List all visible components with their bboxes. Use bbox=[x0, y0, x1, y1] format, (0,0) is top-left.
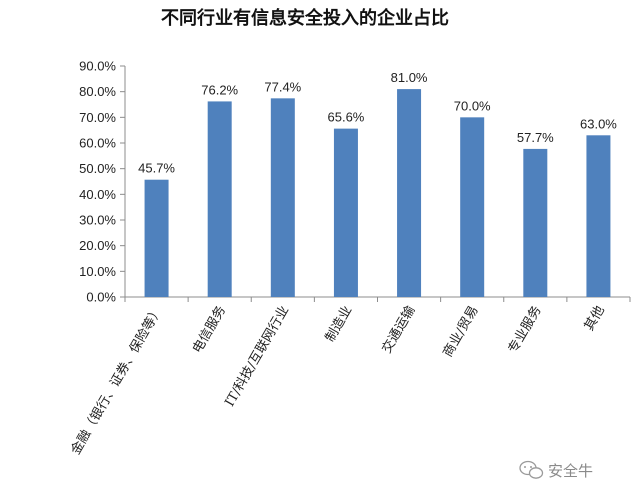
bar bbox=[397, 89, 422, 297]
watermark-text: 安全牛 bbox=[548, 462, 593, 480]
y-tick-label: 90.0% bbox=[79, 59, 116, 74]
y-axis-ticks: 0.0% 10.0% 20.0% 30.0% 40.0% 50.0% 60.0% 70.0% 8… bbox=[79, 59, 125, 305]
bar bbox=[586, 135, 611, 297]
category-label: 制造业 bbox=[323, 304, 355, 345]
bar-value-label: 45.7% bbox=[138, 161, 175, 176]
y-tick-label: 0.0% bbox=[86, 290, 116, 305]
bar bbox=[144, 179, 169, 297]
category-label: 其他 bbox=[582, 304, 608, 334]
watermark: 安全牛 bbox=[519, 460, 593, 480]
category-label: 专业服务 bbox=[505, 303, 545, 356]
bar-value-label: 76.2% bbox=[201, 82, 238, 97]
bar-value-label: 65.6% bbox=[328, 110, 365, 125]
y-tick-label: 40.0% bbox=[79, 187, 116, 202]
bar-value-label: 81.0% bbox=[391, 70, 428, 85]
chart-title: 不同行业有信息安全投入的企业占比 bbox=[161, 7, 449, 29]
bar-value-label: 77.4% bbox=[264, 79, 301, 94]
y-tick-label: 20.0% bbox=[79, 238, 116, 253]
bar-value-label: 57.7% bbox=[517, 130, 554, 145]
y-tick-label: 10.0% bbox=[79, 264, 116, 279]
category-label: 交通运输 bbox=[379, 303, 419, 356]
bar bbox=[523, 148, 548, 297]
bar-value-label: 70.0% bbox=[454, 98, 491, 113]
wechat-icon bbox=[519, 460, 544, 479]
y-tick-label: 70.0% bbox=[79, 110, 116, 125]
y-tick-label: 30.0% bbox=[79, 213, 116, 228]
bar bbox=[460, 117, 485, 297]
bar-value-label: 63.0% bbox=[580, 116, 617, 131]
category-label: 金融（银行、证券、保险等） bbox=[68, 303, 166, 457]
category-label: 商业/贸易 bbox=[440, 304, 481, 360]
y-tick-label: 80.0% bbox=[79, 84, 116, 99]
bars bbox=[144, 89, 611, 297]
category-label: IT/科技/互联网行业 bbox=[222, 304, 292, 410]
bar bbox=[333, 128, 358, 297]
bar bbox=[270, 98, 295, 297]
category-label: 电信服务 bbox=[189, 303, 229, 356]
y-tick-label: 50.0% bbox=[79, 161, 116, 176]
y-tick-label: 60.0% bbox=[79, 136, 116, 151]
bar bbox=[207, 101, 232, 297]
axes bbox=[124, 66, 631, 302]
data-labels: 45.7% 76.2% 77.4% 65.6% 81.0% 70.0% 57.7% 63.0% bbox=[138, 70, 617, 176]
